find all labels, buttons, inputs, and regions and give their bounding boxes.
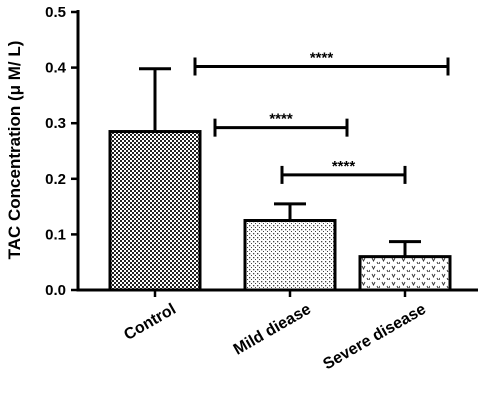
x-category-label: Severe disease xyxy=(320,301,429,374)
y-tick-label: 0.0 xyxy=(45,282,66,299)
x-category-label: Mild diease xyxy=(231,301,314,359)
bar-1 xyxy=(243,219,337,292)
y-tick-label: 0.4 xyxy=(45,60,67,77)
y-tick-label: 0.1 xyxy=(45,226,66,243)
y-tick-label: 0.3 xyxy=(45,115,66,132)
bar-2 xyxy=(358,255,452,292)
sig-label: **** xyxy=(310,49,334,66)
y-tick-label: 0.2 xyxy=(45,171,66,188)
bar-0 xyxy=(108,130,202,292)
x-category-label: Control xyxy=(121,301,179,344)
sig-label: **** xyxy=(269,111,293,128)
y-tick-label: 0.5 xyxy=(45,4,66,21)
y-axis-title: TAC Concentration (μ M/ L) xyxy=(5,41,24,260)
sig-label: **** xyxy=(332,158,356,175)
